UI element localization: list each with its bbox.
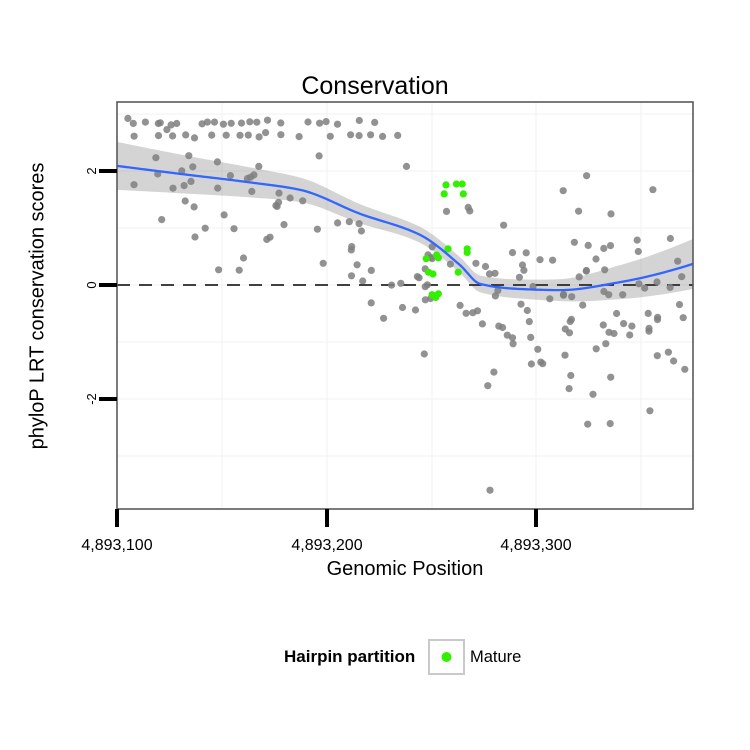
svg-text:0: 0	[84, 281, 99, 288]
svg-text:Hairpin partition: Hairpin partition	[284, 647, 415, 666]
svg-text:4,893,100: 4,893,100	[81, 537, 152, 554]
svg-text:Mature: Mature	[470, 648, 521, 666]
svg-text:-2: -2	[84, 393, 99, 405]
svg-text:4,893,300: 4,893,300	[500, 537, 571, 554]
svg-text:2: 2	[84, 167, 99, 174]
svg-text:4,893,200: 4,893,200	[291, 537, 362, 554]
